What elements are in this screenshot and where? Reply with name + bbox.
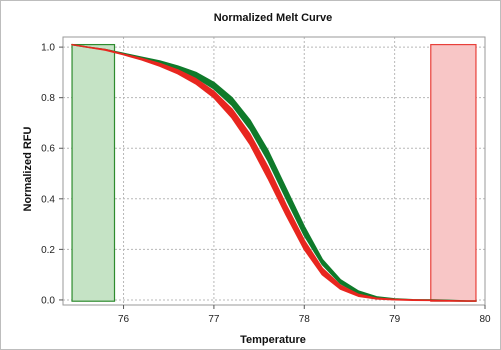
y-tick-label: 0.0 bbox=[41, 295, 55, 306]
x-tick-label: 77 bbox=[208, 314, 220, 325]
x-tick-label: 79 bbox=[389, 314, 401, 325]
plot-border bbox=[62, 36, 486, 306]
chart-title: Normalized Melt Curve bbox=[214, 12, 333, 24]
y-axis-label: Normalized RFU bbox=[22, 126, 34, 211]
y-tick-label: 1.0 bbox=[41, 43, 55, 54]
x-tick-label: 80 bbox=[479, 314, 491, 325]
post-melt-region bbox=[430, 43, 477, 302]
y-tick-label: 0.6 bbox=[41, 144, 55, 155]
x-axis-label: Temperature bbox=[240, 334, 306, 346]
y-tick-label: 0.2 bbox=[41, 245, 55, 256]
plot-area: 0.0 0.2 0.4 0.6 0.8 1.0 76 77 78 79 80 bbox=[41, 36, 491, 325]
y-tick-label: 0.4 bbox=[41, 194, 55, 205]
pre-melt-region bbox=[71, 43, 116, 302]
x-tick-label: 76 bbox=[118, 314, 130, 325]
red-curve-band bbox=[71, 43, 477, 302]
x-tick-label: 78 bbox=[299, 314, 311, 325]
y-tick-label: 0.8 bbox=[41, 93, 55, 104]
